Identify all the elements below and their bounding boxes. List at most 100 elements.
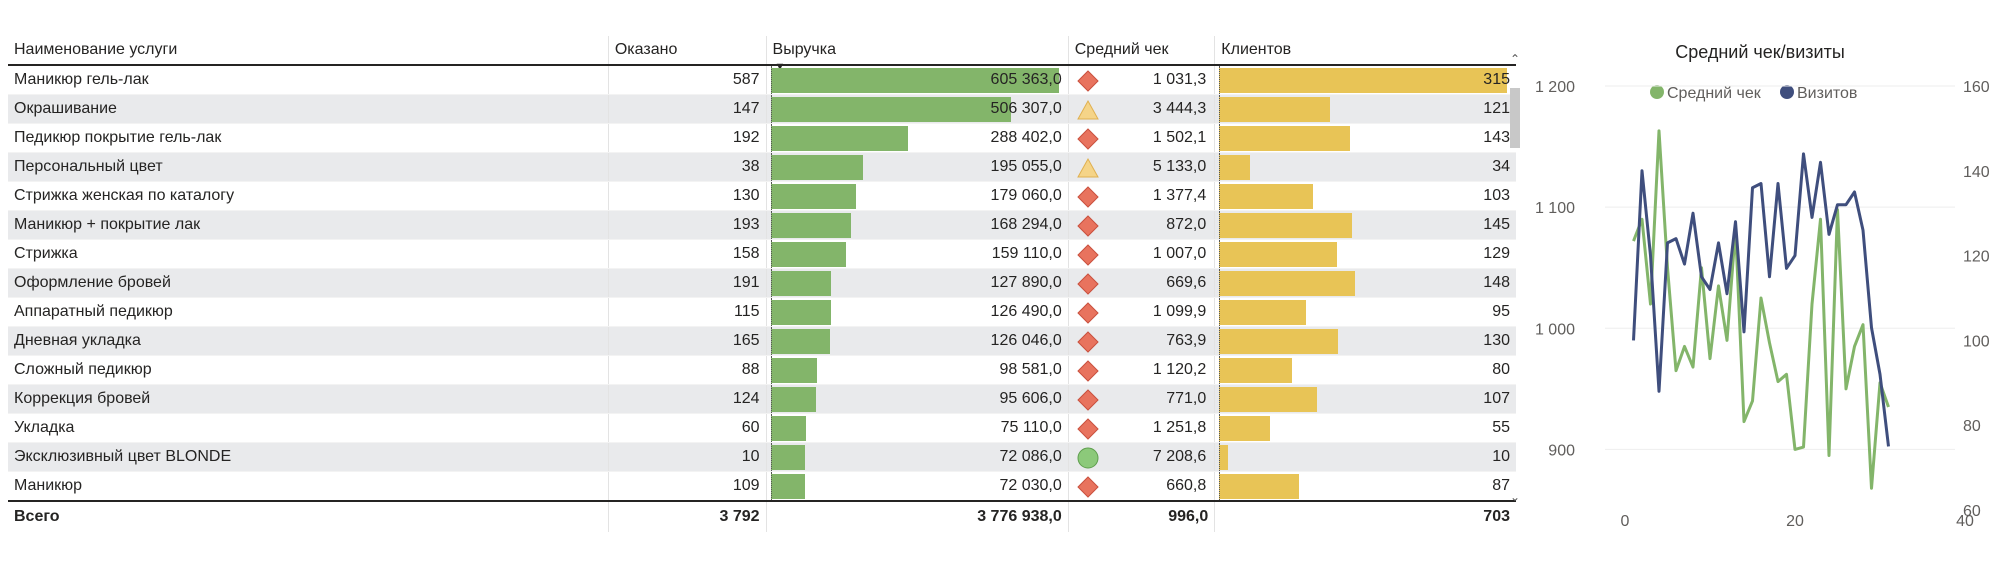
services-table: Наименование услуги Оказано Выручка ▼ Сре… [8, 36, 1516, 532]
revenue-value: 195 055,0 [990, 158, 1062, 175]
chevron-up-icon[interactable]: ⌃ [1509, 52, 1521, 66]
revenue-bar [770, 329, 831, 354]
table-row[interactable]: Сложный педикюр 88 98 581,0 1 120,2 80 [8, 355, 1516, 385]
avg-check-cell: 1 251,8 [1067, 413, 1215, 443]
revenue-cell: 98 581,0 [765, 355, 1069, 385]
table-row[interactable]: Педикюр покрытие гель-лак 192 288 402,0 1 5… [8, 123, 1516, 153]
service-name: Персональный цвет [8, 152, 609, 182]
total-avg-check: 996,0 [1067, 500, 1215, 532]
revenue-cell: 75 110,0 [765, 413, 1069, 443]
avg-check-cell: 1 120,2 [1067, 355, 1215, 385]
table-row[interactable]: Эксклюзивный цвет BLONDE 10 72 086,0 7 208,… [8, 442, 1516, 472]
clients-bar [1219, 68, 1508, 93]
clients-bar [1219, 445, 1229, 470]
column-header-clients[interactable]: Клиентов [1214, 36, 1516, 66]
table-row[interactable]: Маникюр + покрытие лак 193 168 294,0 872,0 1… [8, 210, 1516, 240]
revenue-cell: 168 294,0 [765, 210, 1069, 240]
table-row[interactable]: Маникюр 109 72 030,0 660,8 87 [8, 471, 1516, 502]
y-right-tick-label: 160 [1963, 79, 1990, 96]
avg-check-cell: 7 208,6 [1067, 442, 1215, 472]
table-header-row: Наименование услуги Оказано Выручка ▼ Сре… [8, 36, 1516, 73]
table-row[interactable]: Дневная укладка 165 126 046,0 763,9 130 [8, 326, 1516, 356]
service-name: Аппаратный педикюр [8, 297, 609, 327]
revenue-cell: 127 890,0 [765, 268, 1069, 298]
clients-cell: 87 [1214, 471, 1516, 502]
kpi-diamond-red-icon [1077, 128, 1099, 150]
revenue-cell: 72 030,0 [765, 471, 1069, 502]
revenue-cell: 95 606,0 [765, 384, 1069, 414]
avg-check-value: 872,0 [1166, 216, 1207, 233]
service-count: 193 [607, 210, 767, 240]
revenue-value: 159 110,0 [991, 245, 1062, 262]
clients-bar [1219, 242, 1338, 267]
total-clients: 703 [1214, 500, 1516, 532]
y-right-tick-label: 60 [1963, 503, 1981, 520]
revenue-cell: 72 086,0 [765, 442, 1069, 472]
x-tick-label: 20 [1786, 513, 1804, 530]
avg-check-value: 1 377,4 [1152, 187, 1207, 204]
revenue-cell: 506 307,0 [765, 94, 1069, 124]
table-row[interactable]: Коррекция бровей 124 95 606,0 771,0 107 [8, 384, 1516, 414]
avg-check-visits-chart: Средний чек/визиты Средний чек Визитов 90… [1535, 42, 1990, 530]
column-header-name[interactable]: Наименование услуги [8, 36, 609, 66]
table-row[interactable]: Аппаратный педикюр 115 126 490,0 1 099,9 95 [8, 297, 1516, 327]
series-line-avg-check[interactable] [1632, 129, 1890, 490]
table-row[interactable]: Оформление бровей 191 127 890,0 669,6 148 [8, 268, 1516, 298]
column-header-count[interactable]: Оказано [607, 36, 767, 66]
revenue-value: 72 030,0 [999, 477, 1062, 494]
legend-marker[interactable] [1650, 85, 1664, 99]
series-line-visits[interactable] [1632, 152, 1890, 447]
clients-cell: 121 [1214, 94, 1516, 124]
service-name: Укладка [8, 413, 609, 443]
table-row[interactable]: Укладка 60 75 110,0 1 251,8 55 [8, 413, 1516, 443]
revenue-value: 506 307,0 [990, 100, 1062, 117]
chevron-down-icon[interactable]: ⌄ [1509, 490, 1521, 504]
table-row[interactable]: Стрижка женская по каталогу 130 179 060,0 1… [8, 181, 1516, 211]
table-row[interactable]: Маникюр гель-лак 587 605 363,0 1 031,3 315 [8, 65, 1516, 95]
column-header-revenue[interactable]: Выручка ▼ [765, 36, 1069, 73]
scrollbar-thumb[interactable] [1510, 88, 1520, 148]
total-label: Всего [8, 500, 609, 532]
clients-cell: 80 [1214, 355, 1516, 385]
table-row[interactable]: Персональный цвет 38 195 055,0 5 133,0 34 [8, 152, 1516, 182]
service-name: Дневная укладка [8, 326, 609, 356]
avg-check-value: 1 099,9 [1152, 303, 1207, 320]
service-name: Коррекция бровей [8, 384, 609, 414]
legend-label[interactable]: Средний чек [1667, 85, 1762, 102]
table-scrollbar[interactable]: ⌃ ⌄ [1508, 52, 1522, 504]
clients-bar [1219, 358, 1293, 383]
avg-check-value: 1 502,1 [1152, 129, 1207, 146]
column-header-avg-check[interactable]: Средний чек [1067, 36, 1215, 66]
legend-label[interactable]: Визитов [1797, 85, 1857, 102]
revenue-bar [770, 184, 856, 209]
revenue-value: 72 086,0 [999, 448, 1062, 465]
service-count: 124 [607, 384, 767, 414]
clients-cell: 145 [1214, 210, 1516, 240]
service-name: Педикюр покрытие гель-лак [8, 123, 609, 153]
table-row[interactable]: Окрашивание 147 506 307,0 3 444,3 121 [8, 94, 1516, 124]
kpi-diamond-red-icon [1077, 389, 1099, 411]
service-count: 158 [607, 239, 767, 269]
revenue-bar [770, 97, 1012, 122]
revenue-cell: 126 490,0 [765, 297, 1069, 327]
clients-cell: 10 [1214, 442, 1516, 472]
service-name: Стрижка женская по каталогу [8, 181, 609, 211]
chart-title: Средний чек/визиты [1675, 42, 1845, 62]
clients-value: 315 [1483, 71, 1510, 88]
avg-check-value: 669,6 [1166, 274, 1207, 291]
y-left-tick-label: 900 [1548, 442, 1575, 459]
kpi-triangle-yellow-icon [1076, 99, 1099, 121]
chart-lines [1632, 129, 1890, 490]
kpi-diamond-red-icon [1077, 244, 1099, 266]
clients-bar [1219, 416, 1270, 441]
clients-value: 130 [1483, 332, 1510, 349]
avg-check-cell: 771,0 [1067, 384, 1215, 414]
clients-bar [1219, 300, 1307, 325]
legend-marker[interactable] [1780, 85, 1794, 99]
revenue-bar [770, 213, 851, 238]
avg-check-value: 763,9 [1166, 332, 1207, 349]
table-row[interactable]: Стрижка 158 159 110,0 1 007,0 129 [8, 239, 1516, 269]
clients-value: 129 [1483, 245, 1510, 262]
revenue-value: 127 890,0 [990, 274, 1062, 291]
avg-check-cell: 1 099,9 [1067, 297, 1215, 327]
